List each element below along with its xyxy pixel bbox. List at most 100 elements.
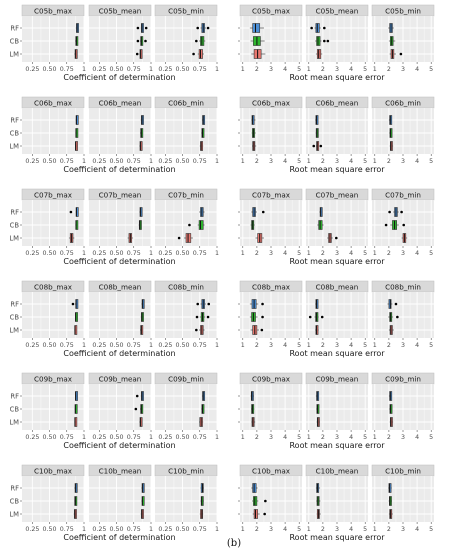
x-tick-label: 0.25 [92,250,106,257]
box-rf [75,115,79,125]
y-label-rf: RF [10,393,19,401]
y-label-rf: RF [10,485,19,493]
box-cb [201,128,205,138]
facet-title: C06b_mean [316,99,359,108]
box-cb [201,404,205,414]
facet-title: C08b_max [34,283,73,292]
box-cb [75,312,78,322]
panel-c07b-min-rmse: C07b_min 1 2 3 4 5 [371,188,435,257]
box-lm [251,417,256,427]
facet-title: C10b_min [168,467,204,476]
x-axis-title-rmse: Root mean square error [289,165,385,174]
box-lm [177,233,193,243]
box-lm [316,509,321,519]
outlier-point [136,39,140,43]
facet-title: C08b_min [168,283,204,292]
x-tick-label: 1 [373,434,377,441]
x-tick-label: 3 [335,434,339,441]
x-tick-label: 0.50 [176,434,190,441]
x-tick-label: 3 [269,526,273,533]
x-tick-labels: 0.25 0.50 0.75 1 [25,246,86,257]
facet-title: C08b_max [252,283,291,292]
x-tick-label: 5 [297,250,301,257]
box-rf [315,483,321,493]
box-cb [315,128,319,138]
x-tick-label: 5 [429,158,433,165]
outlier-point [71,302,75,306]
box-rf [141,483,145,493]
x-axis-title-rmse: Root mean square error [289,349,385,358]
box-cb [315,36,330,46]
outlier-point [136,26,140,30]
y-label-rf: RF [10,25,19,33]
box-lm [315,49,323,59]
box-lm [389,49,403,59]
panel-c09b-max-rmse: C09b_max 1 2 3 4 5 [238,372,303,441]
x-tick-label: 0.50 [110,158,124,165]
y-label-lm: LM [9,327,19,335]
y-label-cb: CB [10,38,20,46]
box-cb [250,36,265,46]
panel-c10b-mean-r2: C10b_mean 0.25 0.50 0.75 1 [88,464,153,533]
box-cb [74,404,78,414]
outlier-point [260,328,264,332]
x-tick-label: 4 [415,342,419,349]
y-label-rf: RF [10,301,19,309]
box-rf [315,115,319,125]
box-cb [134,404,144,414]
x-tick-label: 1 [82,66,86,73]
outlier-point [388,210,391,214]
box-iqr [252,23,261,33]
box-cb [388,496,393,506]
panel-c05b-max-rmse: C05b_max 1 2 3 4 5 [238,4,303,73]
outlier-point [192,52,195,56]
x-tick-label: 4 [283,434,287,441]
box-cb [200,496,204,506]
panel-c05b-max-r2: C05b_max 0.25 0.50 0.75 1 RF CB LM [9,4,86,73]
x-tick-label: 1 [307,342,311,349]
x-axis-title-rmse: Root mean square error [289,73,385,82]
x-tick-label: 2 [321,342,325,349]
outlier-point [206,26,210,30]
x-tick-label: 0.50 [43,250,57,257]
facet-title: C08b_mean [99,283,142,292]
facet-title: C10b_max [34,467,73,476]
outlier-point [261,302,264,306]
box-rf [388,483,392,493]
box-rf [75,391,78,401]
x-tick-label: 2 [255,66,259,73]
box-lm [74,49,78,59]
x-tick-labels: 1 2 3 4 5 [241,338,301,349]
x-tick-label: 1 [149,342,153,349]
box-cb [249,312,264,322]
x-tick-label: 0.75 [60,434,74,441]
box-lm [74,325,78,335]
x-tick-label: 5 [429,250,433,257]
panel-c07b-mean-rmse: C07b_mean 1 2 3 4 5 [305,188,369,257]
box-rf [71,299,79,309]
x-tick-label: 5 [363,250,367,257]
panel-c05b-mean-rmse: C05b_mean 1 2 3 4 5 [305,4,369,73]
x-tick-labels: 1 2 3 4 5 [241,430,301,441]
box-rf [310,23,326,33]
outlier-point [144,39,147,43]
outlier-point [263,512,266,516]
x-tick-labels: 1 2 3 4 5 [373,338,433,349]
x-tick-label: 0.75 [60,342,74,349]
x-tick-label: 0.25 [158,342,172,349]
box-lm [252,509,266,519]
x-tick-labels: 1 2 3 4 5 [307,62,367,73]
x-tick-label: 0.75 [127,158,141,165]
x-axis-title-rmse: Root mean square error [289,257,385,266]
facet-title: C09b_mean [99,375,142,384]
box-lm [135,49,143,59]
panel-background [155,384,217,430]
box-rf [201,391,206,401]
x-tick-label: 0.50 [176,342,190,349]
x-axis-title-r2: Coefficient of determination [63,533,175,542]
y-label-rf: RF [10,117,19,125]
x-tick-label: 1 [82,158,86,165]
box-rf [249,299,264,309]
x-tick-labels: 0.25 0.50 0.75 1 [92,338,153,349]
facet-title: C09b_min [168,375,204,384]
